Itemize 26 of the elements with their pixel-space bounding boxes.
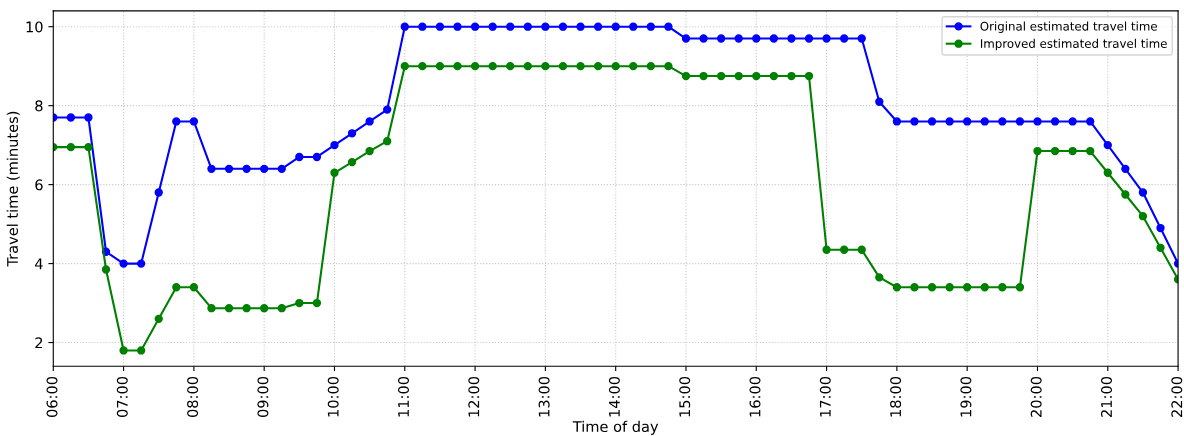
legend-label: Original estimated travel time xyxy=(980,21,1157,33)
x-tick-label: 18:00 xyxy=(890,376,902,417)
x-tick-label: 14:00 xyxy=(608,376,620,417)
y-tick-label: 4 xyxy=(34,258,43,270)
x-tick-label: 21:00 xyxy=(1100,376,1113,417)
x-tick-label: 08:00 xyxy=(187,376,199,418)
x-tick-label: 19:00 xyxy=(960,376,972,417)
x-tick-label: 06:00 xyxy=(46,376,58,418)
y-tick-label: 2 xyxy=(35,337,43,349)
x-tick-label: 07:00 xyxy=(116,376,128,418)
y-tick-label: 10 xyxy=(26,21,43,33)
x-tick-label: 11:00 xyxy=(397,376,410,417)
y-axis-title: Travel time (minutes) xyxy=(6,111,20,267)
legend-label: Improved estimated travel time xyxy=(980,38,1167,51)
x-tick-label: 12:00 xyxy=(468,376,480,417)
x-tick-label: 17:00 xyxy=(819,376,831,417)
x-axis-title: Time of day xyxy=(572,420,659,435)
y-tick-label: 8 xyxy=(35,100,43,112)
x-tick-label: 09:00 xyxy=(257,376,269,418)
x-tick-label: 10:00 xyxy=(327,376,339,417)
x-tick-label: 13:00 xyxy=(538,376,550,417)
x-tick-label: 20:00 xyxy=(1030,376,1042,417)
y-tick-label: 6 xyxy=(35,179,43,191)
x-tick-label: 22:00 xyxy=(1171,376,1183,417)
x-tick-label: 16:00 xyxy=(749,376,761,417)
x-tick-label: 15:00 xyxy=(679,376,691,417)
